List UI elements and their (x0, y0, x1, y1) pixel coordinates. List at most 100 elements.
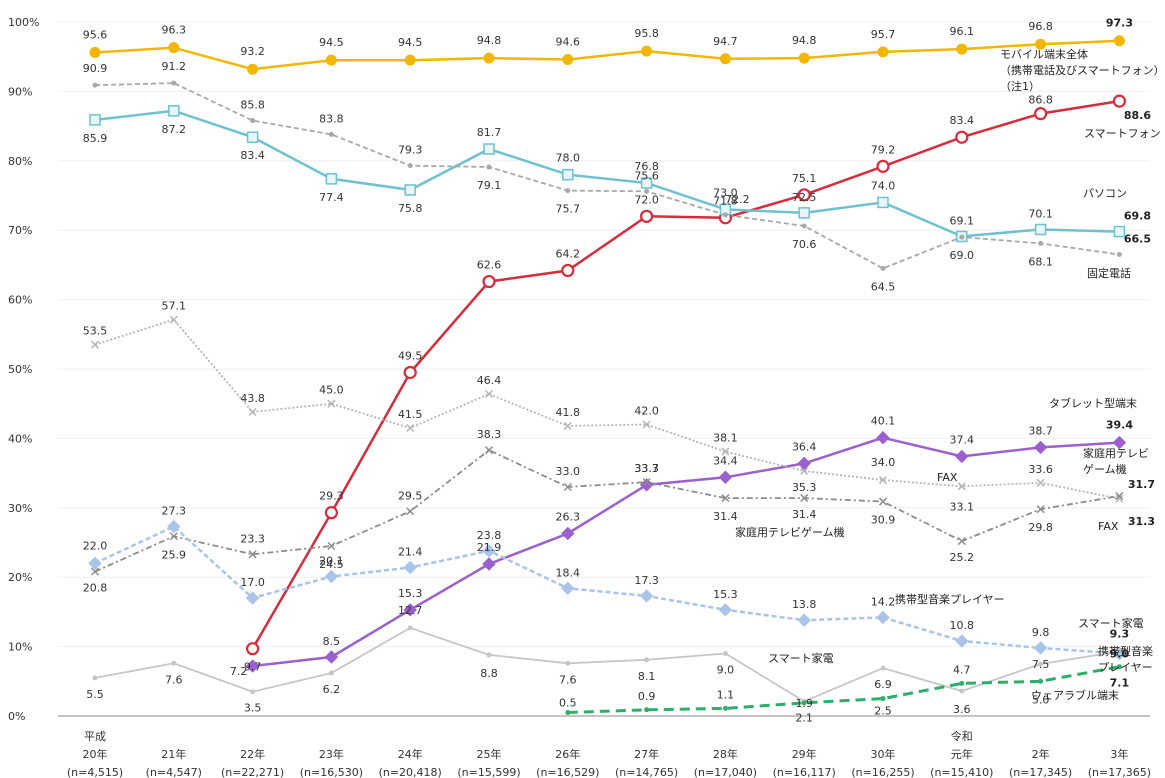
data-point (325, 54, 337, 66)
data-label: 41.5 (398, 408, 423, 421)
x-tick-label: (n=17,040) (694, 766, 757, 778)
series-line (251, 99, 1120, 650)
data-label: 46.4 (477, 374, 502, 387)
data-point (324, 650, 339, 664)
data-label: 17.3 (634, 574, 659, 587)
x-tick-label: 26年 (555, 747, 580, 761)
data-point (957, 482, 966, 491)
data-label: 15.3 (398, 587, 423, 600)
x-tick-label: (n=14,765) (615, 766, 678, 778)
data-label: 74.0 (871, 179, 896, 192)
data-point (171, 660, 177, 666)
x-tick-label: 元年 (951, 747, 973, 761)
y-tick-label: 20% (8, 571, 32, 584)
data-point (639, 589, 654, 603)
x-tick-label: 平成 (84, 730, 106, 743)
data-point (88, 556, 102, 571)
data-point (486, 164, 492, 170)
data-label: 31.4 (792, 508, 817, 521)
x-tick-label: (n=15,599) (457, 766, 520, 778)
data-label: 96.8 (1028, 20, 1053, 33)
data-label: 39.4 (1106, 419, 1133, 432)
y-tick-label: 60% (8, 294, 32, 307)
data-point (878, 476, 888, 485)
data-label: 75.6 (634, 169, 659, 182)
data-label: 93.2 (240, 45, 265, 58)
data-label: 14.2 (871, 595, 896, 608)
data-point (561, 263, 575, 278)
data-point (642, 420, 651, 429)
data-label: 1.9 (795, 697, 813, 710)
data-label: 86.8 (1028, 94, 1053, 107)
data-label: 95.6 (83, 29, 108, 42)
data-point (959, 234, 965, 240)
data-point (245, 659, 260, 673)
data-label: 21.9 (477, 541, 502, 554)
data-label: 0.9 (638, 690, 656, 703)
data-label: 77.4 (319, 191, 344, 204)
markers-layer (88, 35, 1127, 716)
data-point (1112, 94, 1127, 108)
data-point (880, 265, 886, 271)
data-label: 0.5 (559, 697, 577, 710)
data-point (644, 657, 650, 663)
data-point (639, 209, 654, 223)
series-name-label: ウェアラブル端末 (1031, 688, 1119, 702)
data-label: 64.2 (556, 247, 581, 260)
grid-layer (58, 21, 1150, 648)
data-label: 13.8 (792, 598, 817, 611)
data-point (878, 497, 888, 506)
data-label: 41.8 (556, 406, 581, 419)
series-name-label: スマートフォン (1084, 127, 1161, 140)
y-tick-label: 70% (8, 224, 32, 237)
data-label: 68.1 (1028, 255, 1053, 268)
data-label: 8.1 (638, 670, 656, 683)
series-name-label: 家庭用テレビ (1083, 446, 1149, 460)
data-label: 3.5 (244, 702, 262, 715)
data-point (483, 52, 495, 64)
y-tick-label: 10% (8, 641, 32, 654)
series-name-label: FAX (1098, 520, 1119, 533)
data-point (92, 82, 98, 88)
data-point (641, 45, 653, 57)
data-point (797, 188, 811, 202)
data-point (169, 315, 178, 324)
data-point (1038, 240, 1044, 246)
data-label: 20.8 (83, 582, 108, 595)
data-point (324, 506, 338, 520)
data-point (486, 652, 492, 658)
data-label: 94.7 (713, 35, 738, 48)
data-point (880, 696, 886, 702)
data-label: 17.0 (240, 576, 265, 589)
x-tick-label: 20年 (83, 747, 108, 761)
x-tick-label: (n=17,365) (1088, 766, 1151, 778)
data-point (800, 494, 809, 503)
data-point (407, 163, 413, 169)
data-point (89, 114, 101, 126)
data-point (484, 389, 494, 399)
data-point (877, 196, 889, 209)
y-tick-label: 100% (8, 16, 39, 29)
data-label: 79.3 (398, 144, 423, 157)
data-label: 30.9 (871, 514, 896, 527)
data-point (1035, 38, 1047, 50)
data-point (1115, 494, 1124, 503)
data-point (1036, 505, 1045, 514)
series-name-label: （携帯電話及びスマートフォン） (1000, 63, 1165, 77)
data-point (957, 537, 966, 546)
data-label: 2.1 (795, 711, 813, 724)
data-point (1113, 225, 1126, 238)
data-point (403, 560, 417, 575)
series-name-label: プレイヤー (1098, 661, 1153, 674)
data-label: 31.7 (1128, 478, 1155, 491)
data-label: 43.8 (240, 392, 265, 405)
data-point (801, 700, 807, 706)
series-line (94, 318, 1120, 500)
series-name-label: モバイル端末全体 (1000, 47, 1088, 61)
data-label: 70.6 (792, 238, 817, 251)
data-point (565, 660, 571, 666)
data-label: 94.8 (792, 34, 817, 47)
data-point (1113, 35, 1125, 47)
data-label: 66.5 (1124, 232, 1151, 245)
data-point (92, 675, 98, 681)
